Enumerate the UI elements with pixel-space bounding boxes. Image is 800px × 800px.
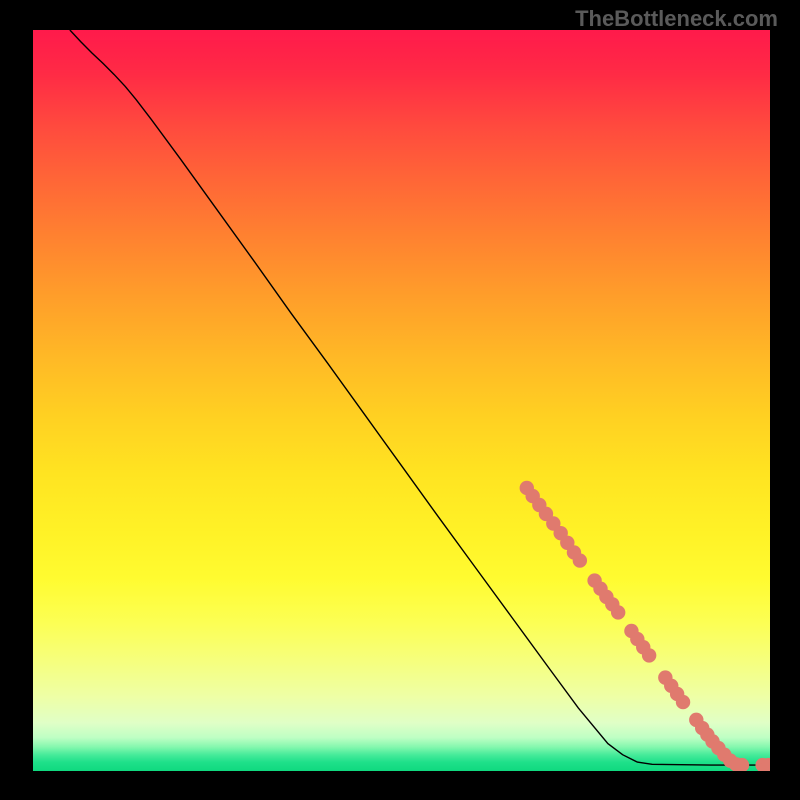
data-marker	[573, 553, 587, 567]
data-marker	[676, 695, 690, 709]
data-marker	[611, 605, 625, 619]
data-marker	[735, 758, 749, 772]
chart-stage: TheBottleneck.com	[0, 0, 800, 800]
plot-background	[33, 30, 770, 771]
chart-svg	[0, 0, 800, 800]
data-marker	[642, 648, 656, 662]
watermark-text: TheBottleneck.com	[575, 6, 778, 32]
